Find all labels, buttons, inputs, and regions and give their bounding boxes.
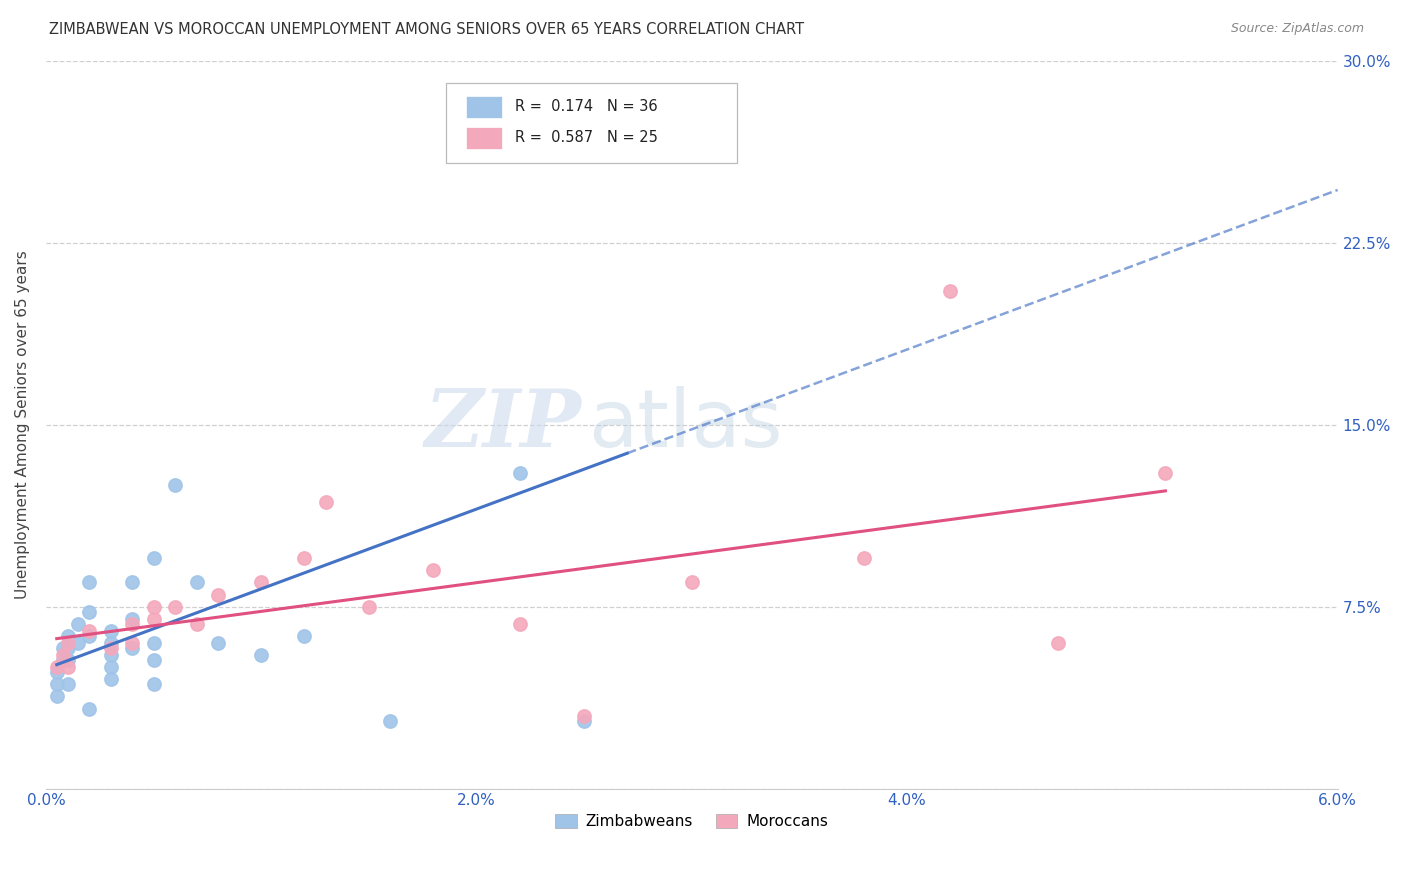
Point [572, 708, 595, 723]
Point [67, 636, 90, 650]
Point [121, 612, 143, 626]
Point [1154, 467, 1177, 481]
FancyBboxPatch shape [446, 83, 737, 163]
Point [509, 616, 531, 631]
FancyBboxPatch shape [465, 96, 502, 118]
Point [142, 677, 165, 691]
Point [52, 653, 75, 667]
Point [681, 575, 703, 590]
Point [100, 640, 122, 655]
Point [315, 495, 337, 509]
Point [56, 629, 79, 643]
Point [292, 551, 315, 566]
Point [207, 588, 229, 602]
Point [100, 673, 122, 687]
Point [853, 551, 876, 566]
Point [77, 701, 100, 715]
Point [939, 285, 962, 299]
Point [121, 640, 143, 655]
Point [56, 653, 79, 667]
Point [100, 636, 122, 650]
Text: atlas: atlas [589, 386, 783, 464]
Point [100, 660, 122, 674]
Point [250, 575, 273, 590]
Point [45, 660, 67, 674]
Point [56, 660, 79, 674]
Point [186, 575, 208, 590]
Point [357, 599, 380, 614]
Point [121, 616, 143, 631]
Point [186, 616, 208, 631]
Point [165, 478, 187, 492]
Point [422, 563, 444, 577]
Legend: Zimbabweans, Moroccans: Zimbabweans, Moroccans [550, 807, 835, 836]
Point [121, 575, 143, 590]
Point [52, 648, 75, 662]
Point [45, 677, 67, 691]
Point [165, 599, 187, 614]
Point [100, 624, 122, 638]
Point [100, 648, 122, 662]
Point [77, 605, 100, 619]
Point [292, 629, 315, 643]
Point [142, 551, 165, 566]
Point [142, 653, 165, 667]
Point [1046, 636, 1069, 650]
Point [509, 467, 531, 481]
FancyBboxPatch shape [465, 128, 502, 149]
Point [142, 612, 165, 626]
Text: R =  0.587   N = 25: R = 0.587 N = 25 [515, 130, 658, 145]
Point [207, 636, 229, 650]
Y-axis label: Unemployment Among Seniors over 65 years: Unemployment Among Seniors over 65 years [15, 251, 30, 599]
Point [572, 714, 595, 728]
Text: ZIMBABWEAN VS MOROCCAN UNEMPLOYMENT AMONG SENIORS OVER 65 YEARS CORRELATION CHAR: ZIMBABWEAN VS MOROCCAN UNEMPLOYMENT AMON… [49, 22, 804, 37]
Point [77, 575, 100, 590]
Point [45, 665, 67, 680]
Point [77, 629, 100, 643]
Text: R =  0.174   N = 36: R = 0.174 N = 36 [515, 99, 658, 114]
Point [56, 640, 79, 655]
Text: ZIP: ZIP [425, 386, 582, 464]
Point [56, 677, 79, 691]
Point [45, 690, 67, 704]
Point [142, 636, 165, 650]
Point [142, 599, 165, 614]
Point [380, 714, 402, 728]
Point [121, 636, 143, 650]
Point [250, 648, 273, 662]
Point [616, 103, 638, 117]
Point [56, 636, 79, 650]
Point [77, 624, 100, 638]
Text: Source: ZipAtlas.com: Source: ZipAtlas.com [1230, 22, 1364, 36]
Point [67, 616, 90, 631]
Point [52, 640, 75, 655]
